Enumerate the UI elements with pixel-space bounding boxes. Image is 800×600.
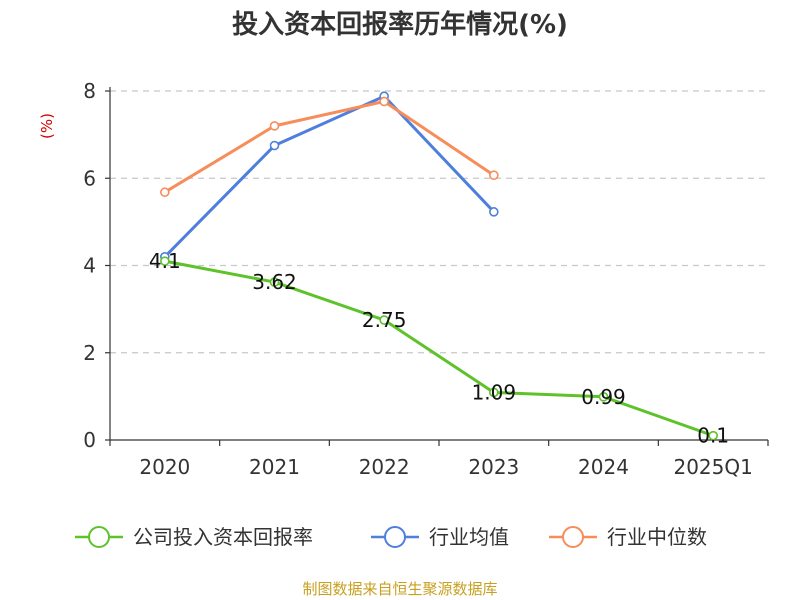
legend-marker-circle — [562, 526, 584, 548]
legend-item-label: 公司投入资本回报率 — [133, 525, 313, 549]
data-label: 2.75 — [362, 308, 407, 332]
data-point — [379, 96, 389, 107]
data-point — [489, 387, 499, 398]
data-label: 0.1 — [697, 424, 729, 448]
data-point — [269, 140, 280, 151]
y-tick-label: 4 — [83, 254, 96, 278]
series-line-1 — [163, 94, 495, 258]
data-point — [379, 315, 389, 325]
source-note: 制图数据来自恒生聚源数据库 — [302, 580, 497, 598]
data-point — [269, 121, 280, 131]
x-tick-label: 2020 — [139, 455, 190, 479]
data-point — [160, 187, 170, 198]
legend: 公司投入资本回报率 行业均值 行业中位数 — [75, 525, 707, 549]
data-point — [160, 256, 170, 266]
data-point — [489, 207, 499, 217]
series-layer — [160, 91, 718, 441]
data-label: 3.62 — [252, 270, 297, 294]
data-label: 1.09 — [472, 380, 517, 404]
grid-lines — [110, 90, 768, 354]
legend-marker-circle — [88, 526, 110, 548]
y-axis-unit-label: (%) — [38, 113, 56, 139]
data-point — [269, 277, 280, 287]
y-tick-label: 2 — [83, 341, 96, 365]
data-label: 0.99 — [581, 385, 626, 409]
series-line-2 — [164, 99, 495, 194]
legend-item-label: 行业均值 — [429, 525, 509, 549]
x-tick-label: 2024 — [578, 455, 629, 479]
x-tick-label: 2023 — [468, 455, 519, 479]
x-tick-label: 2025Q1 — [673, 455, 752, 479]
data-point — [708, 430, 718, 441]
data-point — [598, 392, 609, 402]
chart-title: 投入资本回报率历年情况(%) — [232, 9, 568, 40]
legend-item-label: 行业中位数 — [607, 525, 707, 549]
series-line-0 — [164, 259, 714, 438]
data-label: 4.1 — [149, 249, 181, 273]
y-tick-label: 0 — [83, 428, 96, 452]
y-tick-label: 6 — [83, 166, 96, 190]
y-tick-label: 8 — [83, 79, 96, 103]
data-point — [489, 170, 499, 180]
x-tick-label: 2022 — [359, 455, 410, 479]
data-labels: 4.1 3.62 2.75 1.09 0.99 0.1 — [149, 249, 729, 448]
x-tick-label: 2021 — [249, 455, 300, 479]
axes: 0 2 4 6 8 2020 2021 2022 2023 2024 2025Q1 — [83, 79, 769, 479]
legend-marker-circle — [384, 526, 406, 548]
